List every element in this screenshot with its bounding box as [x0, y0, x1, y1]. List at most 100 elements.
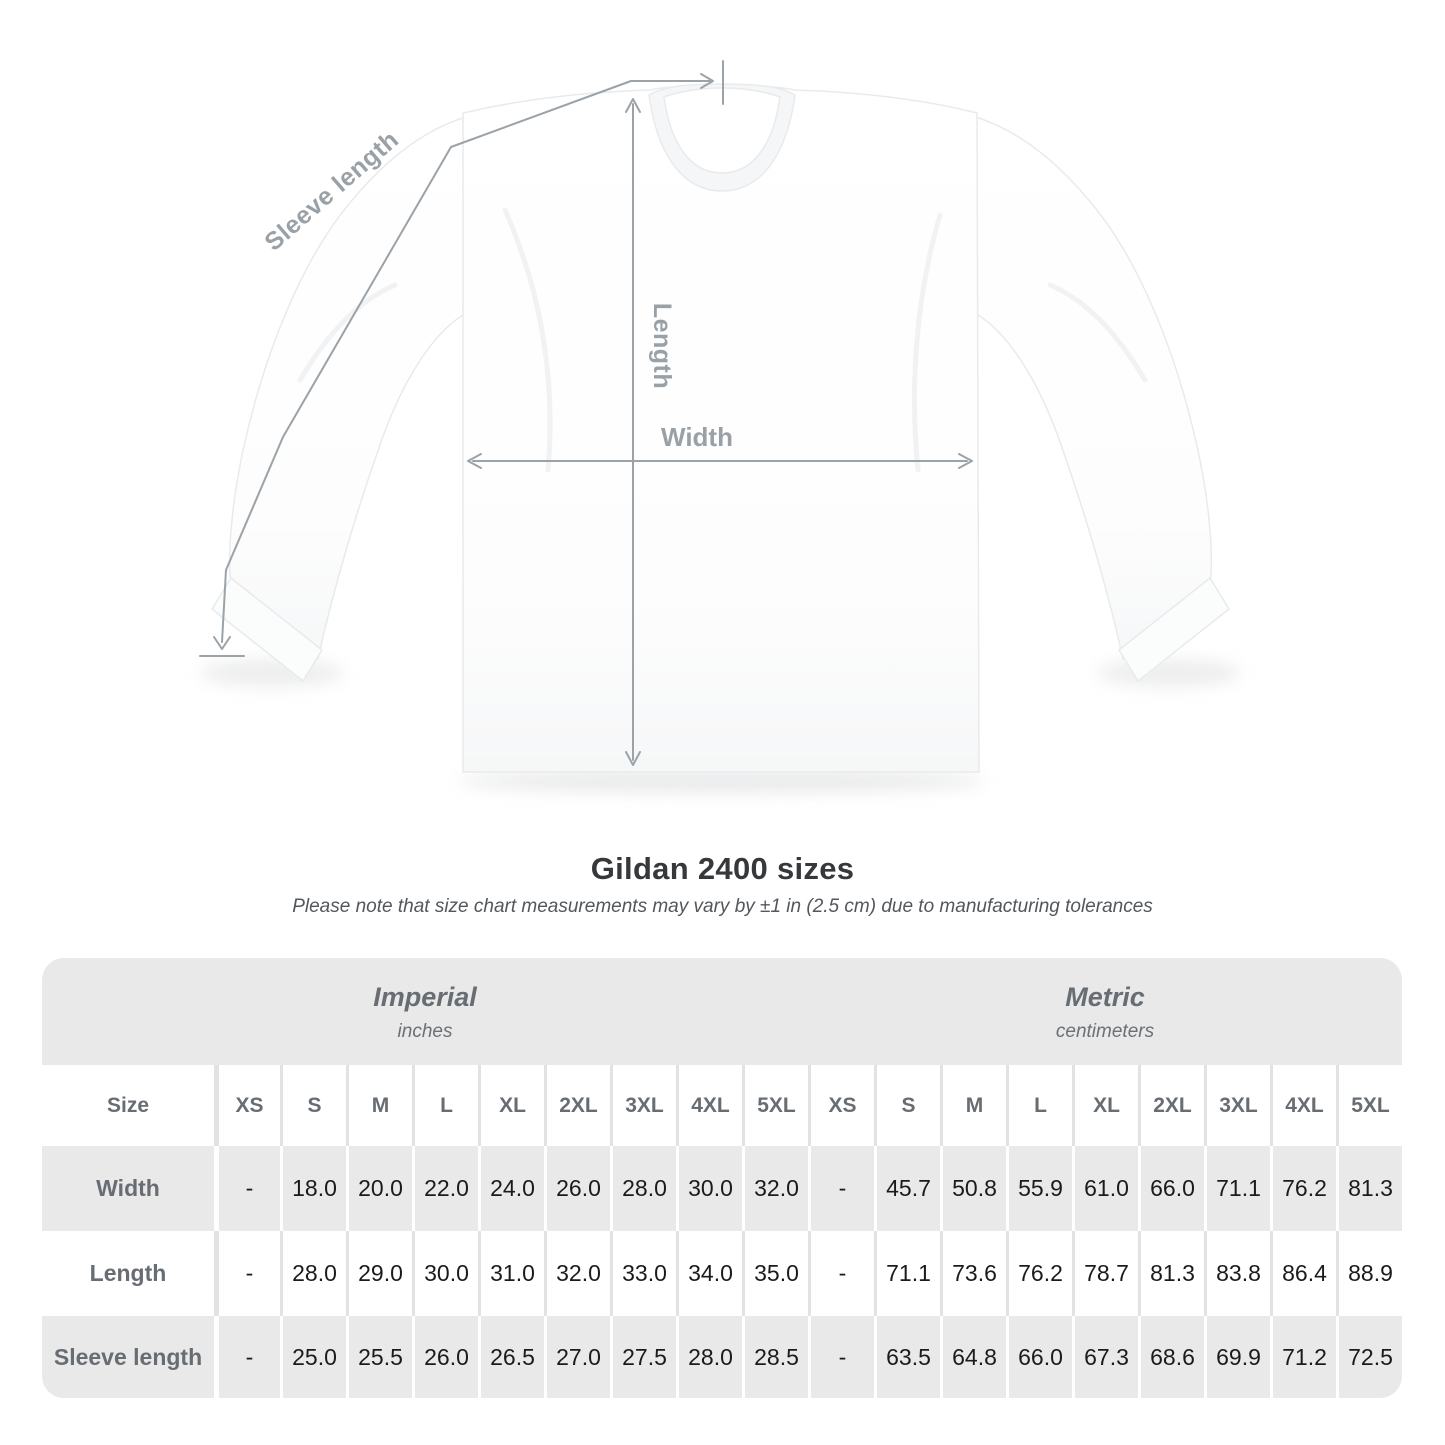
- size-col-header: L: [1006, 1065, 1072, 1146]
- value-cell: 63.5: [874, 1316, 940, 1398]
- imperial-unit: inches: [397, 1021, 453, 1042]
- size-col-header: 4XL: [676, 1065, 742, 1146]
- width-label: Width: [661, 422, 733, 452]
- value-cell: 28.0: [280, 1231, 346, 1316]
- size-col-header: 4XL: [1270, 1065, 1336, 1146]
- value-cell: 86.4: [1270, 1231, 1336, 1316]
- value-cell: 50.8: [940, 1146, 1006, 1231]
- value-cell: 26.0: [412, 1316, 478, 1398]
- value-cell: 29.0: [346, 1231, 412, 1316]
- value-cell: 76.2: [1270, 1146, 1336, 1231]
- value-cell: -: [808, 1231, 874, 1316]
- value-cell: 71.1: [1204, 1146, 1270, 1231]
- size-col-header: M: [346, 1065, 412, 1146]
- value-cell: 34.0: [676, 1231, 742, 1316]
- size-col-header: XS: [808, 1065, 874, 1146]
- tolerance-note: Please note that size chart measurements…: [292, 896, 1153, 917]
- size-col-header: S: [874, 1065, 940, 1146]
- value-cell: 61.0: [1072, 1146, 1138, 1231]
- unit-band: Imperial inches Metric centimeters: [42, 958, 1402, 1065]
- size-col-header: XL: [1072, 1065, 1138, 1146]
- value-cell: 24.0: [478, 1146, 544, 1231]
- imperial-title: Imperial: [373, 982, 477, 1012]
- value-cell: 20.0: [346, 1146, 412, 1231]
- value-cell: 18.0: [280, 1146, 346, 1231]
- value-cell: 88.9: [1336, 1231, 1402, 1316]
- shirt-diagram: Sleeve length Length Width: [199, 60, 1241, 793]
- size-col-header: S: [280, 1065, 346, 1146]
- table-row-width: Width - 18.0 20.0 22.0 24.0 26.0 28.0 30…: [42, 1146, 1402, 1231]
- size-col-header: XL: [478, 1065, 544, 1146]
- value-cell: -: [808, 1316, 874, 1398]
- value-cell: -: [214, 1316, 280, 1398]
- value-cell: 27.5: [610, 1316, 676, 1398]
- value-cell: 72.5: [1336, 1316, 1402, 1398]
- page-title: Gildan 2400 sizes: [590, 851, 855, 886]
- size-col-header: 2XL: [1138, 1065, 1204, 1146]
- value-cell: 66.0: [1006, 1316, 1072, 1398]
- size-col-header: XS: [214, 1065, 280, 1146]
- size-col-header: 5XL: [1336, 1065, 1402, 1146]
- value-cell: -: [214, 1231, 280, 1316]
- value-cell: 45.7: [874, 1146, 940, 1231]
- row-label: Width: [42, 1146, 214, 1231]
- value-cell: 71.1: [874, 1231, 940, 1316]
- value-cell: 35.0: [742, 1231, 808, 1316]
- size-col-header: 3XL: [1204, 1065, 1270, 1146]
- metric-title: Metric: [1065, 982, 1145, 1012]
- value-cell: 68.6: [1138, 1316, 1204, 1398]
- imperial-group-header: Imperial inches: [42, 958, 808, 1065]
- value-cell: 55.9: [1006, 1146, 1072, 1231]
- value-cell: 81.3: [1138, 1231, 1204, 1316]
- value-cell: 28.5: [742, 1316, 808, 1398]
- value-cell: 32.0: [544, 1231, 610, 1316]
- value-cell: 83.8: [1204, 1231, 1270, 1316]
- value-cell: 33.0: [610, 1231, 676, 1316]
- metric-unit: centimeters: [1055, 1021, 1155, 1042]
- value-cell: -: [214, 1146, 280, 1231]
- shirt-illustration: Sleeve length Length Width: [199, 60, 1241, 793]
- value-cell: 76.2: [1006, 1231, 1072, 1316]
- metric-group-header: Metric centimeters: [808, 958, 1402, 1065]
- value-cell: 71.2: [1270, 1316, 1336, 1398]
- row-label: Sleeve length: [42, 1316, 214, 1398]
- value-cell: 27.0: [544, 1316, 610, 1398]
- heading-block: Gildan 2400 sizes Please note that size …: [0, 851, 1445, 918]
- value-cell: 25.0: [280, 1316, 346, 1398]
- size-header-label: Size: [42, 1065, 214, 1146]
- row-label: Length: [42, 1231, 214, 1316]
- value-cell: 30.0: [412, 1231, 478, 1316]
- value-cell: 30.0: [676, 1146, 742, 1231]
- value-cell: 26.0: [544, 1146, 610, 1231]
- value-cell: 32.0: [742, 1146, 808, 1231]
- sleeve-length-arrow: [199, 60, 724, 657]
- value-cell: 81.3: [1336, 1146, 1402, 1231]
- size-col-header: L: [412, 1065, 478, 1146]
- size-col-header: 3XL: [610, 1065, 676, 1146]
- size-col-header: M: [940, 1065, 1006, 1146]
- table-row-length: Length - 28.0 29.0 30.0 31.0 32.0 33.0 3…: [42, 1231, 1402, 1316]
- value-cell: -: [808, 1146, 874, 1231]
- fabric-folds: [297, 207, 1148, 473]
- length-label: Length: [648, 303, 676, 389]
- shirt-body: [211, 83, 1230, 773]
- value-cell: 67.3: [1072, 1316, 1138, 1398]
- size-header-row: Size XS S M L XL 2XL 3XL 4XL 5XL XS S M …: [42, 1065, 1402, 1146]
- value-cell: 69.9: [1204, 1316, 1270, 1398]
- value-cell: 31.0: [478, 1231, 544, 1316]
- value-cell: 26.5: [478, 1316, 544, 1398]
- value-cell: 73.6: [940, 1231, 1006, 1316]
- size-chart-table: Imperial inches Metric centimeters Size …: [42, 958, 1402, 1398]
- value-cell: 64.8: [940, 1316, 1006, 1398]
- value-cell: 22.0: [412, 1146, 478, 1231]
- width-arrow: [467, 453, 973, 469]
- value-cell: 25.5: [346, 1316, 412, 1398]
- size-col-header: 2XL: [544, 1065, 610, 1146]
- table-row-sleeve-length: Sleeve length - 25.0 25.5 26.0 26.5 27.0…: [42, 1316, 1402, 1398]
- value-cell: 78.7: [1072, 1231, 1138, 1316]
- value-cell: 66.0: [1138, 1146, 1204, 1231]
- value-cell: 28.0: [676, 1316, 742, 1398]
- length-arrow: [625, 98, 641, 766]
- value-cell: 28.0: [610, 1146, 676, 1231]
